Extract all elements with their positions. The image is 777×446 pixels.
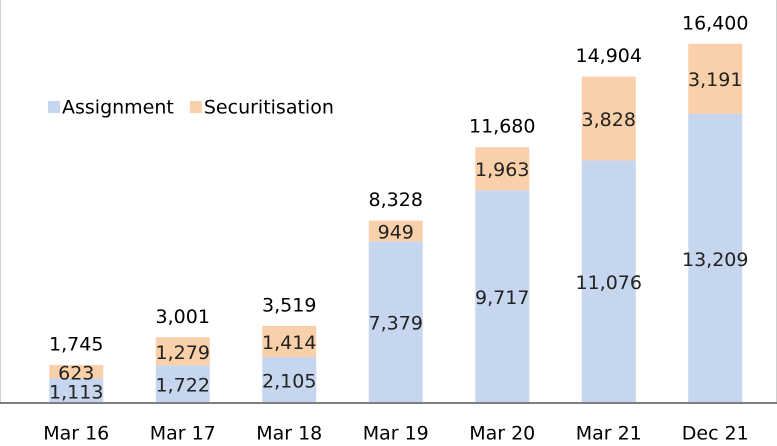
x-tick-label: Dec 21	[682, 423, 749, 445]
bar-segment	[368, 220, 423, 242]
value-label: 1,963	[475, 159, 529, 181]
total-label: 1,745	[49, 333, 103, 355]
value-label: 9,717	[475, 287, 529, 309]
value-label: 2,105	[262, 370, 316, 392]
value-label: 949	[378, 221, 414, 243]
legend-swatch	[48, 101, 60, 113]
legend-label: Assignment	[62, 97, 174, 119]
x-tick-label: Mar 20	[469, 423, 535, 445]
total-label: 8,328	[369, 189, 423, 211]
x-tick-label: Mar 17	[150, 423, 216, 445]
value-label: 1,279	[156, 342, 210, 364]
value-label: 7,379	[369, 313, 423, 335]
total-label: 16,400	[682, 12, 748, 34]
bar-segment	[262, 325, 317, 357]
bar-segment	[581, 160, 636, 403]
total-label: 11,680	[469, 116, 535, 138]
bar-segment	[262, 356, 317, 403]
x-tick-label: Mar 18	[256, 423, 322, 445]
x-tick-label: Mar 21	[576, 423, 642, 445]
total-label: 14,904	[576, 45, 642, 67]
bar-segment	[155, 337, 210, 366]
value-label: 3,828	[582, 109, 636, 131]
bar-segment	[475, 190, 530, 403]
total-label: 3,001	[156, 306, 210, 328]
value-label: 13,209	[682, 249, 748, 271]
x-tick-label: Mar 19	[363, 423, 429, 445]
bar-segment	[368, 241, 423, 403]
bar-segment	[49, 364, 104, 379]
value-label: 1,722	[156, 375, 210, 397]
x-tick-label: Mar 16	[43, 423, 109, 445]
bar-segment	[688, 113, 743, 403]
value-label: 623	[58, 362, 94, 384]
bar-segment	[475, 147, 530, 191]
total-label: 3,519	[262, 294, 316, 316]
bar-segment	[49, 378, 104, 403]
legend-label: Securitisation	[204, 97, 334, 119]
legend-swatch	[189, 101, 202, 113]
value-label: 3,191	[688, 69, 742, 91]
bar-segment	[155, 365, 210, 403]
value-label: 1,414	[262, 332, 316, 354]
bar-segment	[688, 43, 743, 114]
bar-segment	[581, 76, 636, 161]
value-label: 1,113	[49, 381, 103, 403]
value-label: 11,076	[576, 272, 642, 294]
